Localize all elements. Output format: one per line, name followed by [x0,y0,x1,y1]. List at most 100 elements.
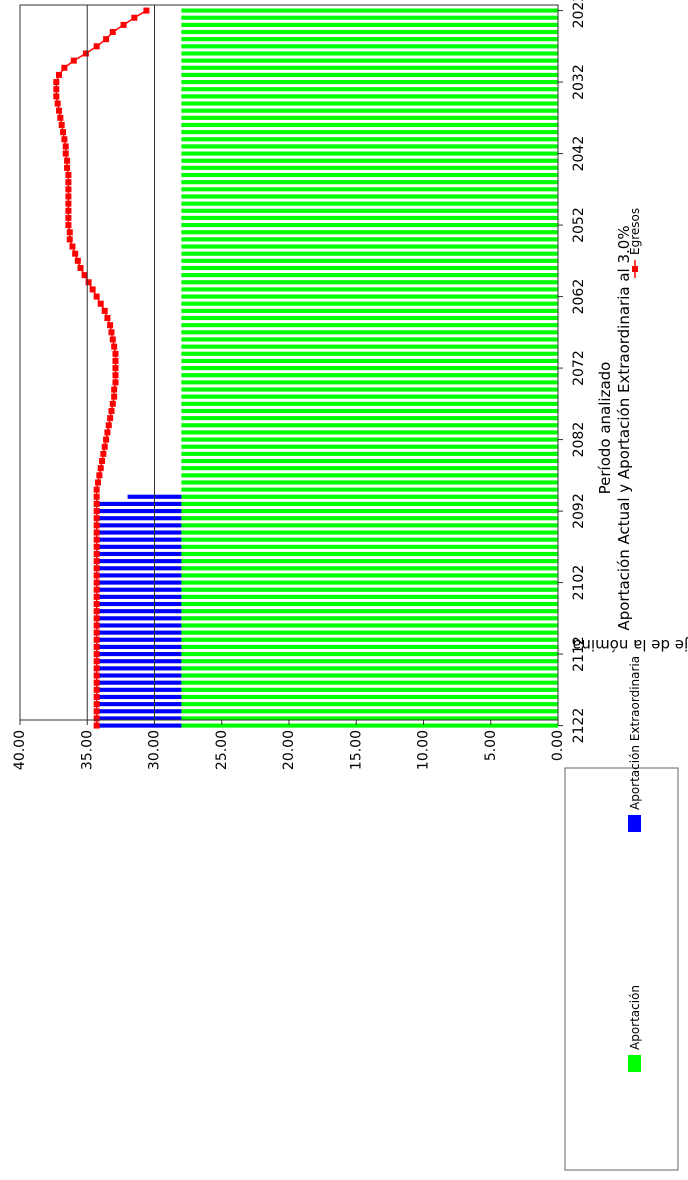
x-tick-label: 2122 [571,708,587,744]
bar-aportacion [181,694,558,700]
bar-aportacion [181,280,558,285]
bar-aportacion [181,215,558,220]
bar-aportacion [181,408,558,414]
chart-subtitle: Aportación Actual y Aportación Extraordi… [615,225,633,630]
bar-aportacion [181,702,558,707]
bar-aportacion [181,37,558,42]
bar-aportacion [181,644,558,649]
bar-aportacion [181,194,558,199]
bar-aportacion [181,265,558,271]
egresos-point [93,522,100,529]
plot-area [53,7,558,729]
egresos-point [131,14,138,21]
bar-aportacion [181,137,558,142]
bar-aportacion [181,330,558,335]
bar-aportacion-extraordinaria [96,537,182,542]
bar-aportacion [181,323,558,328]
y-tick-label: 0.00 [550,730,566,761]
bar-aportacion-extraordinaria [96,501,182,506]
egresos-point [93,601,100,608]
bar-aportacion [181,601,558,607]
bar-aportacion [181,358,558,363]
egresos-point [101,307,108,314]
egresos-point [85,279,92,286]
bar-aportacion [181,566,558,571]
legend-swatch-egresos-marker [632,266,638,272]
egresos-point [93,565,100,572]
egresos-point [93,586,100,593]
bar-aportacion [181,473,558,478]
egresos-point [53,86,60,93]
bar-aportacion [181,223,558,228]
bar-aportacion [181,158,558,163]
y-tick-label: 15.00 [348,730,364,770]
bar-aportacion [181,637,558,642]
egresos-point [93,543,100,550]
legend-label-aportacion-extraordinaria: Aportación Extraordinaria [628,656,642,810]
bar-aportacion-extraordinaria [96,716,182,721]
egresos-point [104,315,111,322]
bar-aportacion-extraordinaria [96,702,182,707]
x-axis-title: Período analizado [596,362,614,495]
bar-aportacion [181,609,558,614]
bar-aportacion [181,559,558,564]
egresos-point [54,100,61,107]
bar-aportacion [181,594,558,599]
bar-aportacion [181,144,558,149]
egresos-point [93,651,100,658]
bar-aportacion [181,709,558,714]
egresos-point [93,693,100,700]
egresos-point [120,21,127,28]
egresos-point [93,550,100,557]
egresos-point [74,257,81,264]
y-tick-label: 30.00 [147,730,163,770]
bar-aportacion-extraordinaria [96,523,182,528]
egresos-point [93,658,100,665]
x-tick-label: 2022 [571,0,587,28]
bar-aportacion [181,623,558,628]
bar-aportacion-extraordinaria [96,566,182,571]
egresos-point [93,536,100,543]
bar-aportacion-extraordinaria [96,637,182,642]
bar-aportacion [181,8,558,13]
bar-aportacion [181,394,558,399]
egresos-point [107,415,114,422]
bar-aportacion [181,94,558,99]
bar-aportacion [181,587,558,592]
bar-aportacion [181,301,558,306]
egresos-point [111,386,118,393]
bar-aportacion-extraordinaria [96,709,182,714]
egresos-point [93,665,100,672]
egresos-point [100,450,107,457]
bar-aportacion [181,15,558,20]
bar-aportacion [181,551,558,557]
bar-aportacion-extraordinaria [96,723,182,728]
bar-aportacion [181,101,558,106]
egresos-point [65,193,72,200]
egresos-point [65,222,72,229]
bar-aportacion [181,208,558,213]
egresos-point [61,136,68,143]
egresos-point [89,286,96,293]
x-tick-label: 2052 [571,207,587,243]
bar-aportacion [181,544,558,549]
egresos-point [93,593,100,600]
egresos-point [93,508,100,515]
bar-aportacion-extraordinaria [96,673,182,678]
bar-aportacion [181,308,558,313]
legend-label-egresos: Egresos [628,208,642,255]
bar-aportacion [181,187,558,192]
egresos-point [62,150,69,157]
egresos-point [108,329,115,336]
egresos-point [95,479,102,486]
bar-aportacion-extraordinaria [96,530,182,535]
bar-aportacion [181,273,558,278]
egresos-point [109,29,116,36]
bar-aportacion [181,87,558,92]
bar-aportacion [181,344,558,349]
bar-aportacion [181,315,558,321]
egresos-point [56,71,63,78]
bar-aportacion [181,537,558,542]
bar-aportacion-extraordinaria [96,551,182,557]
bar-aportacion [181,387,558,392]
